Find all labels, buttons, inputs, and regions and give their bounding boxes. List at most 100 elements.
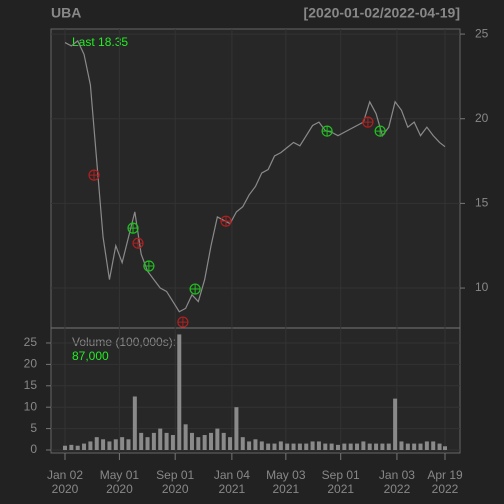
volume-bar [335,444,340,451]
x-tick-label: 2022 [384,482,411,496]
volume-bar [253,439,258,451]
x-tick-label: 2020 [52,482,79,496]
y2-tick-label: 20 [24,357,38,371]
volume-bar [431,441,436,451]
volume-bar [101,439,106,451]
volume-bar [380,443,385,451]
chart-title: UBA [51,5,81,21]
volume-bar [202,435,207,451]
volume-bar [240,437,245,451]
volume-bar [291,443,296,451]
y-tick-label: 25 [475,26,489,40]
volume-bar [158,428,163,451]
volume-bar [164,432,169,451]
volume-bar [88,441,93,451]
signal-cross [190,284,201,295]
signal-cross [322,126,333,137]
y2-tick-label: 5 [30,421,37,435]
volume-bar [113,439,118,451]
volume-bar [82,443,87,451]
volume-bar [94,437,99,451]
volume-title: Volume (100,000s): [72,335,176,349]
x-tick-label: Sep 01 [156,468,194,482]
volume-bar [107,441,112,451]
last-label: Last 18.35 [72,35,128,49]
volume-bar [310,441,315,451]
volume-bar [443,446,447,451]
volume-bar [342,443,347,451]
volume-bar [69,444,74,451]
volume-bar [120,437,125,451]
volume-bar [424,441,429,451]
volume-bar [132,396,137,451]
volume-bar [183,424,188,451]
volume-bar [297,443,302,451]
volume-bar [399,441,404,451]
volume-bar [393,398,398,451]
y-tick-label: 15 [475,196,489,210]
volume-bar [386,443,391,451]
volume-bar [75,445,80,451]
x-tick-label: Jan 03 [379,468,415,482]
volume-bar [139,432,144,451]
x-tick-label: 2020 [162,482,189,496]
volume-bar [209,432,214,451]
x-tick-label: Apr 19 [427,468,463,482]
volume-bar [196,437,201,451]
volume-bar [412,443,417,451]
volume-bar [259,441,264,451]
x-tick-label: Sep 01 [322,468,360,482]
volume-bar [126,439,131,451]
volume-bar [278,441,283,451]
signal-cross [362,117,373,128]
y2-tick-label: 0 [30,442,37,456]
volume-bar [189,432,194,451]
volume-bar [367,443,372,451]
volume-bar [228,437,233,451]
x-tick-label: 2021 [327,482,354,496]
y2-tick-label: 25 [24,335,38,349]
x-tick-label: 2021 [219,482,246,496]
volume-bar [316,441,321,451]
volume-bar [304,443,309,451]
y-tick-label: 10 [475,280,489,294]
volume-bar [437,443,442,451]
x-tick-label: 2021 [272,482,299,496]
x-tick-label: 2020 [106,482,133,496]
x-tick-label: 2022 [432,482,459,496]
y2-tick-label: 10 [24,399,38,413]
volume-bar [170,435,175,451]
volume-bar [272,443,277,451]
signal-cross [375,126,386,137]
volume-bar [418,443,423,451]
volume-bar [177,334,182,451]
x-tick-label: May 01 [100,468,140,482]
volume-bar [247,441,252,451]
volume-bar [215,428,220,451]
signal-cross [220,216,231,227]
volume-bar [361,441,366,451]
volume-bar [329,443,334,451]
volume-bar [374,443,379,451]
volume-bar [234,407,239,451]
y-tick-label: 20 [475,111,489,125]
volume-bar [355,443,360,451]
volume-bar [266,443,271,451]
y2-tick-label: 15 [24,378,38,392]
volume-bar [151,432,156,451]
volume-bar [285,443,290,451]
volume-bar [63,445,67,451]
signal-cross [128,223,139,234]
x-tick-label: Jan 02 [47,468,83,482]
plot-frame [50,28,461,454]
volume-bar [348,443,353,451]
signal-cross [177,317,188,328]
signal-cross [89,170,100,181]
volume-last: 87,000 [72,349,109,363]
volume-bar [221,432,226,451]
volume-bar [145,437,150,451]
date-range: [2020-01-02/2022-04-19] [304,5,460,21]
x-tick-label: May 03 [266,468,306,482]
x-tick-label: Jan 04 [214,468,250,482]
